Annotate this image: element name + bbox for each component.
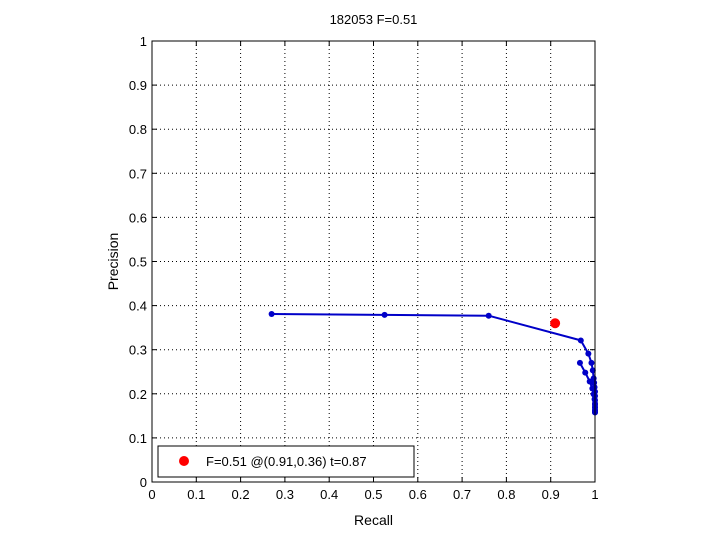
y-tick-label: 0.8 <box>129 122 147 137</box>
pr-curve-point <box>589 367 596 374</box>
y-tick-label: 0.1 <box>129 431 147 446</box>
x-tick-label: 0 <box>148 487 155 502</box>
pr-curve-point <box>586 378 593 385</box>
ticks <box>151 40 596 483</box>
legend: F=0.51 @(0.91,0.36) t=0.87 <box>157 445 415 478</box>
chart-title: 182053 F=0.51 <box>330 12 418 27</box>
x-tick-label: 0.5 <box>364 487 382 502</box>
pr-curve-point <box>582 369 589 376</box>
x-tick-label: 0.4 <box>320 487 338 502</box>
x-tick-label: 0.9 <box>542 487 560 502</box>
y-tick-label: 0.2 <box>129 387 147 402</box>
pr-curve-point <box>576 359 583 366</box>
y-tick-labels: 0 0.1 0.2 0.3 0.4 0.5 0.6 0.7 0.8 0.9 1 <box>129 34 147 490</box>
x-tick-label: 0.6 <box>409 487 427 502</box>
x-tick-label: 0.1 <box>187 487 205 502</box>
y-tick-label: 0.5 <box>129 255 147 270</box>
x-axis-label: Recall <box>354 512 393 528</box>
pr-curve-point <box>585 350 592 357</box>
pr-curve-point <box>577 337 584 344</box>
x-tick-label: 0.8 <box>497 487 515 502</box>
grid <box>152 41 595 482</box>
y-tick-label: 0.9 <box>129 78 147 93</box>
y-tick-label: 0.6 <box>129 210 147 225</box>
plot-frame <box>151 40 596 483</box>
pr-curve-point <box>268 310 275 317</box>
x-tick-label: 0.3 <box>276 487 294 502</box>
y-tick-label: 0.4 <box>129 299 147 314</box>
x-tick-labels: 0 0.1 0.2 0.3 0.4 0.5 0.6 0.7 0.8 0.9 1 <box>148 487 598 502</box>
y-tick-label: 0 <box>140 475 147 490</box>
y-tick-label: 0.3 <box>129 343 147 358</box>
pr-curve-point <box>485 312 492 319</box>
y-axis-label: Precision <box>105 233 121 291</box>
legend-label: F=0.51 @(0.91,0.36) t=0.87 <box>206 454 367 469</box>
y-tick-label: 1 <box>140 34 147 49</box>
pr-curve-point <box>588 359 595 366</box>
legend-box <box>157 445 415 478</box>
pr-curve-point <box>589 385 596 392</box>
y-tick-label: 0.7 <box>129 166 147 181</box>
x-tick-label: 0.2 <box>232 487 250 502</box>
x-tick-label: 0.7 <box>453 487 471 502</box>
pr-curve-point <box>381 311 388 318</box>
best-f-point <box>550 318 561 329</box>
legend-marker <box>179 456 189 466</box>
x-tick-label: 1 <box>591 487 598 502</box>
